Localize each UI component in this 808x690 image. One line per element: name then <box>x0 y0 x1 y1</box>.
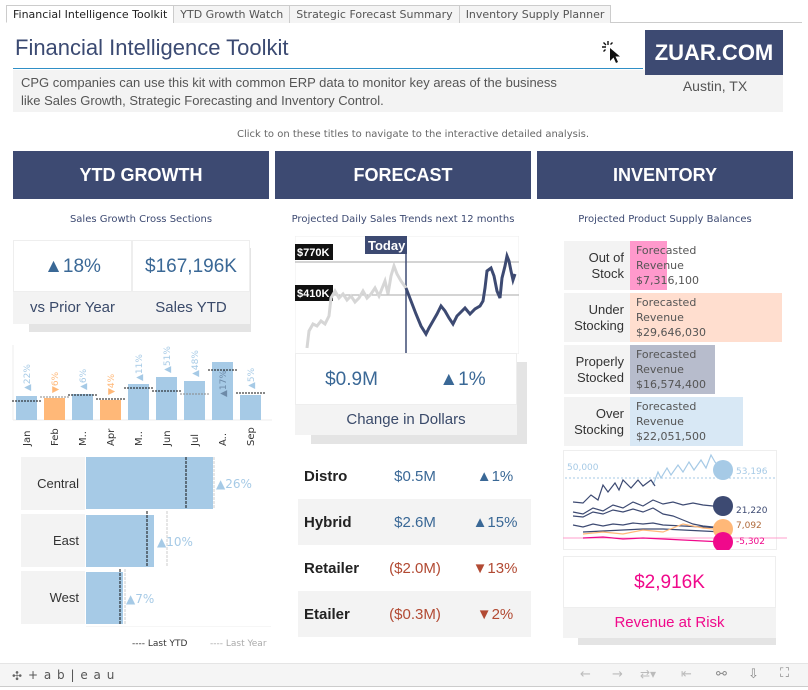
location-label: Austin, TX <box>682 78 748 94</box>
supply-row-over-stocking[interactable]: Over Stocking Forecasted Revenue $22,051,50… <box>564 397 788 446</box>
svg-text:-5,302: -5,302 <box>736 537 765 547</box>
svg-text:Jan: Jan <box>22 431 33 447</box>
tab-ytd-growth-watch[interactable]: YTD Growth Watch <box>173 5 291 23</box>
navigation-hint: Click to on these titles to navigate to … <box>237 129 589 140</box>
supply-row-out-of-stock[interactable]: Out of Stock Forecasted Revenue $7,316,100 <box>564 241 788 290</box>
svg-text:▲51%: ▲51% <box>163 346 173 373</box>
region-label-central: Central <box>21 457 85 510</box>
tableau-brand[interactable]: + a b | e a u <box>28 668 116 682</box>
change-kpi-card: $0.9M ▲1% <box>295 353 517 405</box>
svg-text:▼4%: ▼4% <box>107 373 117 395</box>
svg-text:▲26%: ▲26% <box>216 477 252 491</box>
forecast-subtitle: Projected Daily Sales Trends next 12 mon… <box>291 214 515 225</box>
forecast-line-chart[interactable]: $770K $410K Today <box>295 236 519 354</box>
page-title: Financial Intelligence Toolkit <box>15 35 289 60</box>
svg-text:Sep: Sep <box>246 427 257 446</box>
out-of-stock-bar <box>630 241 667 290</box>
supply-balance-chart[interactable]: Out of Stock Forecasted Revenue $7,316,100 … <box>564 241 788 446</box>
title-divider <box>13 68 643 69</box>
undo-icon[interactable]: ← <box>580 667 591 682</box>
svg-text:M..: M.. <box>78 431 89 446</box>
ytd-growth-header-button[interactable]: YTD GROWTH <box>13 151 269 199</box>
table-row-hybrid[interactable]: Hybrid $2.6M ▲15% <box>298 499 531 545</box>
legend-last-year: ---- Last Year <box>210 639 267 649</box>
svg-text:Apr: Apr <box>106 428 117 446</box>
download-icon[interactable]: ⇩ <box>748 667 759 682</box>
growth-kpi-card: ▲18% <box>13 240 132 292</box>
svg-text:Jul: Jul <box>190 434 201 447</box>
sales-kpi-card: $167,196K <box>132 240 250 292</box>
table-row-retailer[interactable]: Retailer ($2.0M) ▼13% <box>298 545 531 591</box>
monthly-growth-bar-chart[interactable]: ▲22% ▼6% ▲6% ▼4% ▲11% ▲51% ▲48% ▲17% ▲5%… <box>10 345 272 450</box>
inventory-subtitle: Projected Product Supply Balances <box>578 214 752 225</box>
supply-row-under-stocking[interactable]: Under Stocking Forecasted Revenue $29,646,0… <box>564 293 788 342</box>
growth-kpi-value: ▲18% <box>44 256 101 277</box>
click-cursor-icon <box>602 41 620 63</box>
change-kpi-label: Change in Dollars <box>295 405 517 435</box>
inventory-header-button[interactable]: INVENTORY <box>537 151 793 199</box>
description-panel: CPG companies can use this kit with comm… <box>13 70 783 112</box>
svg-text:50,000: 50,000 <box>567 463 599 473</box>
risk-value: $2,916K <box>634 572 705 593</box>
growth-kpi-label: vs Prior Year <box>13 292 132 324</box>
svg-text:M..: M.. <box>134 431 145 446</box>
region-growth-bar-chart[interactable]: ▲26% ▲10% ▲7% <box>86 457 271 627</box>
sales-kpi-label: Sales YTD <box>132 292 250 324</box>
ytd-subtitle: Sales Growth Cross Sections <box>69 214 213 225</box>
table-row-distro[interactable]: Distro $0.5M ▲1% <box>298 453 531 499</box>
share-icon[interactable]: ⚯ <box>716 667 727 682</box>
tab-financial-intelligence-toolkit[interactable]: Financial Intelligence Toolkit <box>6 5 175 23</box>
over-stocking-bar <box>630 397 743 446</box>
change-pct-value: ▲1% <box>439 369 486 390</box>
svg-text:▲22%: ▲22% <box>23 364 33 391</box>
fullscreen-icon[interactable]: ⛶ <box>780 666 790 681</box>
description-line-1: CPG companies can use this kit with comm… <box>21 75 557 90</box>
table-row-etailer[interactable]: Etailer ($0.3M) ▼2% <box>298 591 531 637</box>
svg-text:53,196: 53,196 <box>736 467 768 477</box>
svg-text:▲11%: ▲11% <box>135 354 145 381</box>
region-label-west: West <box>21 571 85 624</box>
svg-text:▲6%: ▲6% <box>79 368 89 390</box>
svg-text:21,220: 21,220 <box>736 506 768 516</box>
risk-kpi-card: $2,916K <box>563 556 776 608</box>
redo-icon[interactable]: → <box>612 667 623 682</box>
region-label-east: East <box>21 514 85 567</box>
svg-text:$770K: $770K <box>297 247 329 259</box>
svg-text:Today: Today <box>368 238 406 253</box>
legend-last-ytd: ---- Last YTD <box>132 639 188 649</box>
forecast-header-button[interactable]: FORECAST <box>275 151 531 199</box>
svg-text:▲5%: ▲5% <box>247 367 257 389</box>
tab-bar: Financial Intelligence Toolkit YTD Growt… <box>6 5 802 23</box>
svg-text:A..: A.. <box>218 433 229 446</box>
svg-text:▲17%: ▲17% <box>219 370 229 397</box>
risk-label: Revenue at Risk <box>563 608 776 638</box>
supply-row-properly-stocked[interactable]: Properly Stocked Forecasted Revenue $16,574… <box>564 345 788 394</box>
reset-icon[interactable]: ⇤ <box>681 667 692 682</box>
channel-table: Distro $0.5M ▲1% Hybrid $2.6M ▲15% Retai… <box>298 453 531 637</box>
sales-kpi-value: $167,196K <box>145 256 237 277</box>
svg-text:Jun: Jun <box>162 430 173 447</box>
svg-text:Feb: Feb <box>50 428 61 446</box>
revert-icon[interactable]: ⇄▾ <box>640 667 657 681</box>
tableau-toolbar: ✣ + a b | e a u ← → ⇄▾ ⇤ ⚯ ⇩ ⛶ <box>0 663 808 687</box>
under-stocking-bar <box>630 293 782 342</box>
svg-text:▼6%: ▼6% <box>51 371 61 393</box>
properly-stocked-bar <box>630 345 715 394</box>
svg-text:$410K: $410K <box>297 288 329 300</box>
description-line-2: like Sales Growth, Strategic Forecasting… <box>21 93 384 108</box>
svg-text:▲7%: ▲7% <box>126 592 154 606</box>
tableau-logo-icon[interactable]: ✣ <box>12 669 23 683</box>
zuar-logo[interactable]: ZUAR.COM <box>645 30 783 75</box>
svg-text:▲48%: ▲48% <box>191 350 201 377</box>
svg-text:▲10%: ▲10% <box>157 535 193 549</box>
inventory-trend-chart[interactable]: 50,000 53,196 21,220 7,092 -5,302 <box>563 450 789 550</box>
tab-inventory-supply-planner[interactable]: Inventory Supply Planner <box>458 5 612 23</box>
change-dollars-value: $0.9M <box>325 369 378 390</box>
svg-text:7,092: 7,092 <box>736 521 762 531</box>
tab-strategic-forecast-summary[interactable]: Strategic Forecast Summary <box>289 5 460 23</box>
